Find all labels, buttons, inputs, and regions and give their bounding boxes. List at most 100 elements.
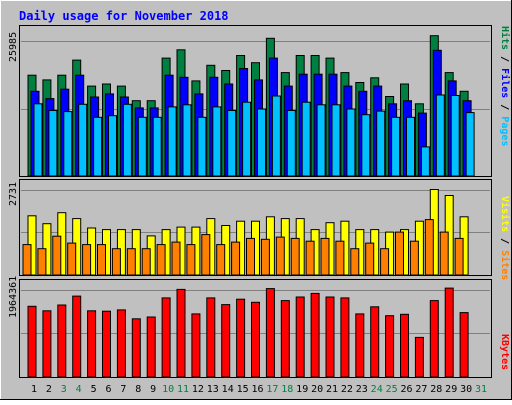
hits-pages-bar-day-23	[361, 114, 371, 177]
x-tick-label-day-24: 24	[371, 384, 383, 395]
bars	[22, 35, 475, 378]
x-tick-label-day-13: 13	[207, 384, 219, 395]
kbytes-kbytes-bar-day-9	[146, 316, 156, 378]
hits-pages-bar-day-7	[122, 103, 132, 177]
visits-axis-label: Visits / Sites	[499, 196, 511, 280]
hits-pages-bar-day-20	[316, 104, 326, 177]
visits-sites-bar-day-22	[335, 240, 345, 276]
visits-sites-bar-day-7	[111, 248, 121, 276]
hits-pages-bar-day-16	[257, 108, 266, 177]
visits-sites-bar-day-5	[82, 244, 92, 276]
hits-pages-bar-day-14	[227, 110, 237, 177]
kbytes-kbytes-bar-day-6	[102, 310, 111, 378]
visits-sites-bar-day-19	[290, 237, 300, 276]
x-tick-label-day-2: 2	[46, 384, 52, 395]
kbytes-kbytes-bar-day-14	[221, 304, 231, 378]
kbytes-kbytes-bar-day-4	[72, 295, 82, 378]
visits-sites-bar-day-18	[275, 236, 285, 276]
visits-sites-bar-day-20	[305, 240, 315, 276]
kbytes-kbytes-bar-day-21	[325, 296, 335, 378]
hits-pages-bar-day-26	[406, 116, 415, 177]
x-tick-label-day-28: 28	[430, 384, 442, 395]
kbytes-kbytes-bar-day-18	[280, 300, 290, 378]
hits-pages-bar-day-19	[301, 101, 311, 177]
hits-pages-bar-day-25	[391, 116, 401, 177]
x-tick-label-day-31: 31	[475, 384, 487, 395]
visits-sites-bar-day-29	[439, 231, 449, 276]
kbytes-kbytes-bar-day-3	[57, 304, 67, 378]
x-tick-label-day-25: 25	[386, 384, 398, 395]
hits-pages-bar-day-22	[346, 108, 356, 177]
kbytes-kbytes-bar-day-1	[27, 305, 37, 378]
hits-pages-bar-day-3	[63, 111, 73, 177]
kbytes-kbytes-bar-day-17	[265, 288, 275, 378]
x-tick-label-day-21: 21	[326, 384, 338, 395]
kbytes-kbytes-bar-day-20	[310, 292, 320, 378]
hits-pages-bar-day-13	[212, 106, 222, 177]
x-tick-label-day-1: 1	[31, 384, 37, 395]
visits-axis-visits: Visits	[499, 196, 511, 232]
kbytes-kbytes-bar-day-13	[206, 297, 216, 378]
visits-sites-bar-day-21	[320, 237, 330, 276]
hits-pages-bar-day-10	[167, 106, 177, 177]
kbytes-kbytes-bar-day-23	[355, 313, 365, 378]
x-tick-label-day-10: 10	[162, 384, 174, 395]
kbytes-kbytes-bar-day-12	[191, 313, 201, 378]
x-tick-label-day-16: 16	[251, 384, 263, 395]
hits-ymax-label: 25985	[8, 32, 19, 62]
kbytes-axis-label: KBytes	[499, 334, 510, 370]
visits-axis-sites: Sites	[499, 250, 511, 280]
x-tick-label-day-3: 3	[61, 384, 67, 395]
x-tick-label-day-5: 5	[91, 384, 97, 395]
visits-sites-bar-day-3	[52, 235, 62, 276]
x-tick-label-day-7: 7	[120, 384, 126, 395]
x-tick-label-day-14: 14	[222, 384, 234, 395]
x-tick-label-day-8: 8	[135, 384, 141, 395]
visits-sites-bar-day-26	[395, 231, 404, 276]
visits-sites-bar-day-10	[156, 244, 166, 276]
kbytes-kbytes-bar-day-10	[161, 297, 171, 378]
kbytes-kbytes-bar-day-30	[459, 312, 469, 378]
x-tick-label-day-20: 20	[311, 384, 323, 395]
visits-axis-sep: /	[499, 232, 510, 250]
hits-pages-bar-day-24	[376, 110, 386, 177]
hits-pages-bar-day-21	[331, 104, 341, 177]
hits-axis-pages: Pages	[499, 116, 510, 146]
visits-sites-bar-day-2	[37, 248, 47, 276]
x-tick-label-day-12: 12	[192, 384, 204, 395]
x-tick-label-day-11: 11	[177, 384, 189, 395]
x-tick-label-day-22: 22	[341, 384, 353, 395]
x-tick-label-day-17: 17	[266, 384, 278, 395]
hits-pages-bar-day-6	[108, 115, 117, 177]
hits-axis-hits: Hits	[499, 26, 511, 50]
kbytes-kbytes-bar-day-16	[251, 301, 260, 378]
hits-axis-files: Files	[499, 68, 511, 98]
hits-pages-bar-day-18	[286, 110, 296, 177]
visits-sites-bar-day-11	[171, 241, 181, 276]
x-tick-label-day-6: 6	[105, 384, 111, 395]
kbytes-kbytes-bar-day-5	[87, 310, 97, 378]
visits-sites-bar-day-16	[246, 237, 255, 276]
kbytes-kbytes-bar-day-29	[444, 287, 454, 378]
x-tick-label-day-18: 18	[281, 384, 293, 395]
visits-ymax-label: 2731	[8, 182, 19, 206]
hits-pages-bar-day-15	[242, 101, 252, 177]
hits-axis-sep2: /	[499, 98, 510, 116]
kbytes-kbytes-bar-day-7	[116, 309, 126, 378]
kbytes-kbytes-bar-day-19	[295, 296, 305, 378]
hits-pages-bar-day-2	[48, 110, 58, 177]
hits-pages-bar-day-12	[197, 116, 207, 177]
hits-axis-label: Hits / Files / Pages	[499, 26, 511, 146]
kbytes-ymax-label: 1964361	[8, 276, 19, 318]
x-tick-label-day-4: 4	[76, 384, 82, 395]
hits-axis-sep1: /	[499, 50, 510, 68]
x-tick-label-day-29: 29	[445, 384, 457, 395]
hits-pages-bar-day-1	[33, 103, 43, 177]
x-tick-label-day-23: 23	[356, 384, 368, 395]
visits-sites-bar-day-17	[260, 238, 270, 276]
hits-pages-bar-day-9	[152, 116, 162, 177]
visits-sites-bar-day-9	[141, 248, 151, 276]
kbytes-kbytes-bar-day-26	[400, 313, 409, 378]
visits-sites-bar-day-1	[22, 244, 32, 276]
